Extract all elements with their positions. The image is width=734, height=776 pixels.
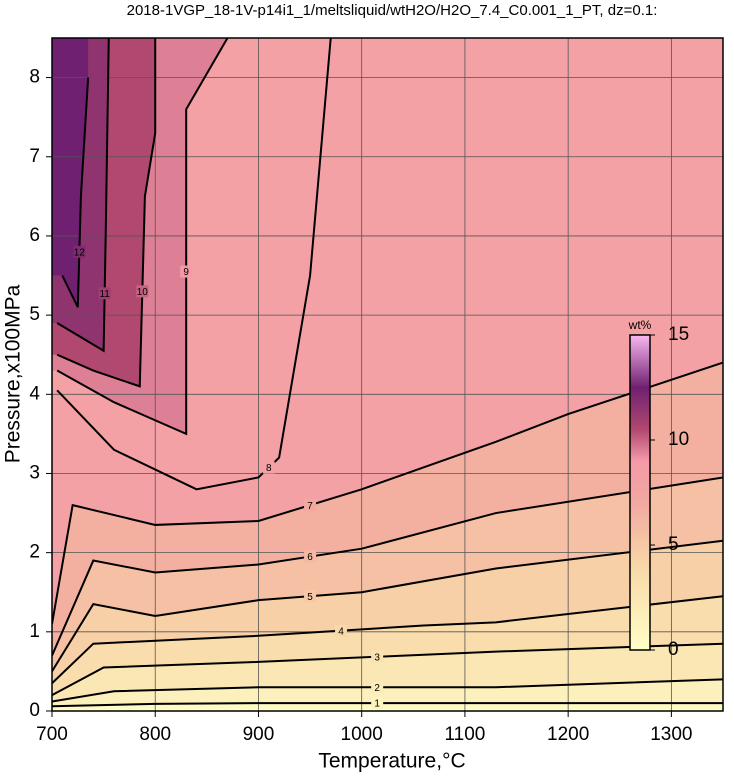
contour-label: 8 [266, 463, 272, 474]
contour-label-bg [371, 697, 384, 710]
contour-line [52, 539, 723, 672]
contour-label-bg [262, 461, 275, 474]
contour-line [52, 678, 723, 703]
x-tick-label: 900 [243, 724, 275, 745]
contour-label: 11 [99, 289, 110, 300]
y-tick-label: 2 [29, 542, 40, 563]
contour-label-bg [371, 650, 384, 663]
y-tick-label: 7 [29, 146, 40, 167]
contour-label: 2 [374, 683, 380, 694]
contour-label-bg [136, 285, 149, 298]
y-tick-label: 5 [29, 304, 40, 325]
contour-label-bg [98, 287, 111, 300]
chart-title: 2018-1VGP_18-1V-p14i1_1/meltsliquid/wtH2… [127, 2, 658, 19]
x-tick-label: 800 [139, 724, 171, 745]
colorbar-tick-label: 10 [668, 429, 689, 450]
contour-label-bg [371, 681, 384, 694]
y-tick-label: 6 [29, 225, 40, 246]
colorbar-tick-label: 15 [668, 324, 689, 345]
colorbar [629, 334, 651, 651]
contour-line [56, 38, 332, 491]
contour-label-bg [304, 550, 317, 563]
plot-frame [51, 37, 724, 712]
contour-label-bg [304, 499, 317, 512]
contour-line [52, 642, 723, 697]
y-tick-label: 0 [29, 700, 40, 721]
colorbar-label: wt% [628, 318, 652, 332]
contour-label-bg [73, 245, 86, 258]
contour-label: 3 [374, 652, 380, 663]
contour-lines [52, 38, 723, 711]
contour-label: 6 [307, 552, 313, 563]
y-tick-label: 1 [29, 621, 40, 642]
contour-label-bg [180, 265, 193, 278]
x-axis-label: Temperature,°C [318, 750, 465, 773]
x-tick-label: 1000 [341, 724, 383, 745]
y-tick-label: 3 [29, 462, 40, 483]
contour-label: 10 [137, 287, 149, 298]
x-tick-label: 1300 [650, 724, 692, 745]
contour-label: 7 [307, 501, 313, 512]
contour-label: 5 [307, 592, 313, 603]
x-tick-label: 1200 [547, 724, 589, 745]
contour-label: 12 [74, 247, 86, 258]
y-tick-label: 4 [29, 383, 40, 404]
contour-label: 4 [338, 626, 344, 637]
contour-line [56, 38, 229, 436]
colorbar-tick-label: 0 [668, 639, 679, 660]
contour-line [52, 476, 723, 656]
colorbar-tick-label: 5 [668, 534, 679, 555]
contour-label-bg [304, 590, 317, 603]
contour-label: 1 [374, 699, 380, 710]
y-tick-label: 8 [29, 67, 40, 88]
x-tick-label: 700 [36, 724, 68, 745]
contour-fills [52, 38, 723, 711]
y-axis-label: Pressure,x100MPa [2, 284, 25, 463]
x-tick-label: 1100 [444, 724, 485, 745]
contour-label: 9 [183, 267, 189, 278]
contour-line [52, 702, 723, 708]
contour-label-bg [335, 624, 348, 637]
